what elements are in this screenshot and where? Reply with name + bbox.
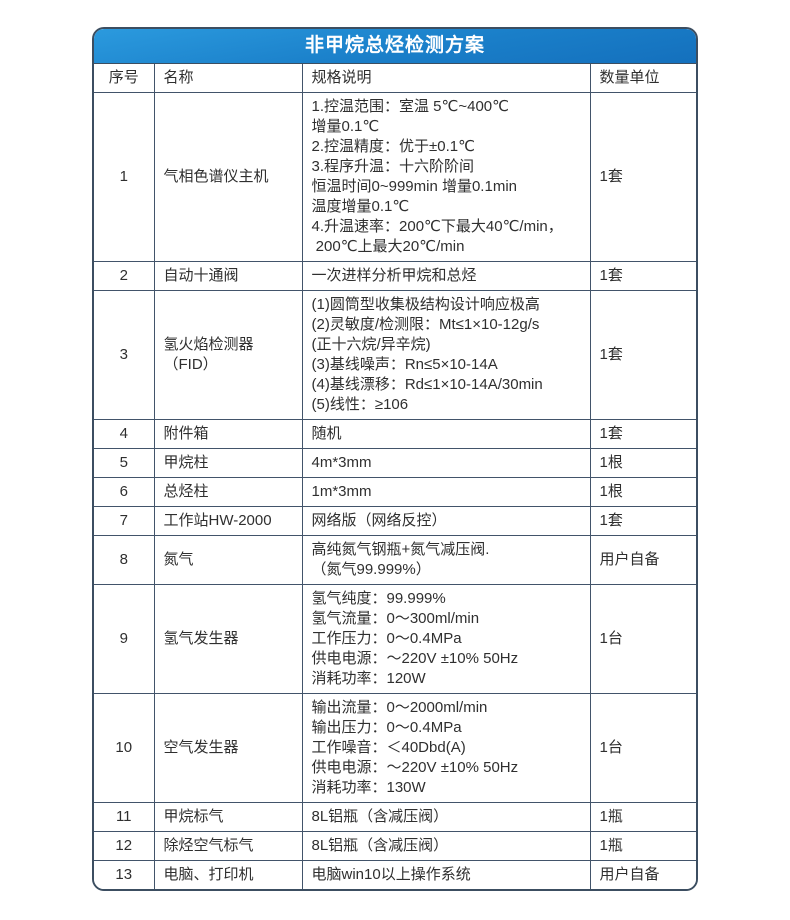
header-row: 序号 名称 规格说明 数量单位 (94, 64, 696, 93)
row-no: 3 (94, 290, 155, 420)
row-qty: 1台 (589, 693, 696, 803)
row-spec: 1m*3mm (301, 477, 591, 507)
table-row: 7 工作站HW-2000 网络版（网络反控） 1套 (94, 506, 696, 536)
row-spec: 8L铝瓶（含减压阀） (301, 831, 591, 861)
row-qty: 1瓶 (589, 802, 696, 832)
row-no: 5 (94, 448, 155, 478)
spec-table: 序号 名称 规格说明 数量单位 1 气相色谱仪主机 1.控温范围：室温 5℃~4… (94, 64, 696, 889)
row-name: 总烃柱 (153, 477, 303, 507)
row-name: 自动十通阀 (153, 261, 303, 291)
row-no: 6 (94, 477, 155, 507)
row-no: 10 (94, 693, 155, 803)
table-row: 8 氮气 高纯氮气钢瓶+氮气减压阀. （氮气99.999%） 用户自备 (94, 535, 696, 585)
table-row: 5 甲烷柱 4m*3mm 1根 (94, 448, 696, 478)
column-header-qty: 数量单位 (589, 64, 696, 93)
row-spec: 氢气纯度：99.999% 氢气流量：0～300ml/min 工作压力：0～0.4… (301, 584, 591, 694)
table-row: 2 自动十通阀 一次进样分析甲烷和总烃 1套 (94, 261, 696, 291)
table-row: 3 氢火焰检测器（FID） (1)圆筒型收集极结构设计响应极高 (2)灵敏度/检… (94, 290, 696, 420)
row-no: 12 (94, 831, 155, 861)
row-name: 甲烷标气 (153, 802, 303, 832)
row-name: 氮气 (153, 535, 303, 585)
row-no: 8 (94, 535, 155, 585)
table-header: 序号 名称 规格说明 数量单位 (94, 64, 696, 93)
row-no: 11 (94, 802, 155, 832)
table-row: 6 总烃柱 1m*3mm 1根 (94, 477, 696, 507)
row-name: 除烃空气标气 (153, 831, 303, 861)
column-header-no: 序号 (94, 64, 155, 93)
row-qty: 1根 (589, 477, 696, 507)
column-header-spec: 规格说明 (301, 64, 591, 93)
row-spec: 输出流量：0～2000ml/min 输出压力：0～0.4MPa 工作噪音：＜40… (301, 693, 591, 803)
row-no: 9 (94, 584, 155, 694)
row-spec: (1)圆筒型收集极结构设计响应极高 (2)灵敏度/检测限：Mt≤1×10-12g… (301, 290, 591, 420)
row-qty: 1套 (589, 261, 696, 291)
table-body: 1 气相色谱仪主机 1.控温范围：室温 5℃~400℃ 增量0.1℃ 2.控温精… (94, 92, 696, 889)
row-no: 1 (94, 92, 155, 262)
row-name: 氢气发生器 (153, 584, 303, 694)
table-row: 13 电脑、打印机 电脑win10以上操作系统 用户自备 (94, 860, 696, 889)
row-name: 气相色谱仪主机 (153, 92, 303, 262)
row-qty: 1根 (589, 448, 696, 478)
row-spec: 4m*3mm (301, 448, 591, 478)
row-no: 4 (94, 419, 155, 449)
row-name: 电脑、打印机 (153, 860, 303, 889)
table-row: 10 空气发生器 输出流量：0～2000ml/min 输出压力：0～0.4MPa… (94, 693, 696, 803)
table-row: 1 气相色谱仪主机 1.控温范围：室温 5℃~400℃ 增量0.1℃ 2.控温精… (94, 92, 696, 262)
row-spec: 网络版（网络反控） (301, 506, 591, 536)
row-qty: 1套 (589, 290, 696, 420)
table-row: 12 除烃空气标气 8L铝瓶（含减压阀） 1瓶 (94, 831, 696, 861)
row-qty: 用户自备 (589, 535, 696, 585)
row-qty: 1套 (589, 506, 696, 536)
column-header-name: 名称 (153, 64, 303, 93)
row-name: 工作站HW-2000 (153, 506, 303, 536)
row-qty: 用户自备 (589, 860, 696, 889)
table-row: 11 甲烷标气 8L铝瓶（含减压阀） 1瓶 (94, 802, 696, 832)
page-title: 非甲烷总烃检测方案 (94, 29, 696, 64)
row-qty: 1瓶 (589, 831, 696, 861)
row-name: 附件箱 (153, 419, 303, 449)
row-spec: 8L铝瓶（含减压阀） (301, 802, 591, 832)
row-qty: 1套 (589, 92, 696, 262)
row-qty: 1套 (589, 419, 696, 449)
table-row: 4 附件箱 随机 1套 (94, 419, 696, 449)
table-row: 9 氢气发生器 氢气纯度：99.999% 氢气流量：0～300ml/min 工作… (94, 584, 696, 694)
row-no: 2 (94, 261, 155, 291)
row-spec: 高纯氮气钢瓶+氮气减压阀. （氮气99.999%） (301, 535, 591, 585)
row-name: 空气发生器 (153, 693, 303, 803)
row-name: 氢火焰检测器（FID） (153, 290, 303, 420)
row-no: 7 (94, 506, 155, 536)
row-qty: 1台 (589, 584, 696, 694)
row-no: 13 (94, 860, 155, 889)
row-spec: 一次进样分析甲烷和总烃 (301, 261, 591, 291)
spec-sheet: 非甲烷总烃检测方案 序号 名称 规格说明 数量单位 1 气相色谱仪主机 1.控温… (92, 27, 698, 891)
row-spec: 电脑win10以上操作系统 (301, 860, 591, 889)
row-spec: 随机 (301, 419, 591, 449)
row-name: 甲烷柱 (153, 448, 303, 478)
row-spec: 1.控温范围：室温 5℃~400℃ 增量0.1℃ 2.控温精度：优于±0.1℃ … (301, 92, 591, 262)
